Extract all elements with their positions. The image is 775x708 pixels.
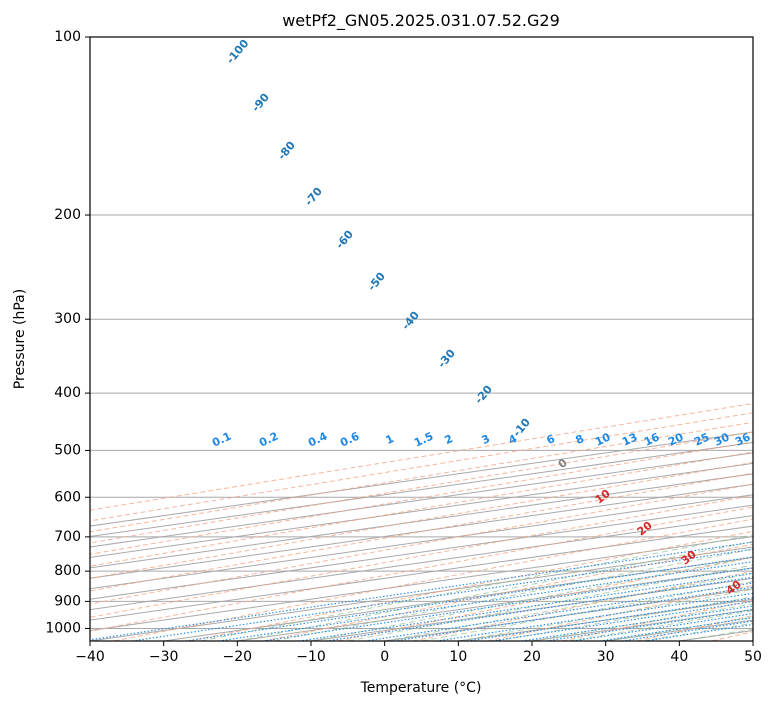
x-tick-label: −10 xyxy=(296,649,326,665)
x-tick-label: −30 xyxy=(149,649,179,665)
mixing-ratio-line xyxy=(467,597,753,641)
mixing-ratio-line xyxy=(492,600,753,641)
y-tick-label: 400 xyxy=(54,385,81,401)
background-lines xyxy=(90,37,753,641)
mixing-ratio-label: 36 xyxy=(733,430,753,448)
mixing-ratio-label: 20 xyxy=(666,430,686,448)
moist-adiabat-line xyxy=(200,534,753,641)
isotherm-line xyxy=(90,494,753,590)
y-tick-label: 500 xyxy=(54,442,81,458)
mixing-ratio-label: 25 xyxy=(692,430,711,448)
x-tick-label: 30 xyxy=(597,649,615,665)
isotherm-line xyxy=(90,504,753,600)
x-tick-label: 40 xyxy=(670,649,688,665)
y-tick-label: 200 xyxy=(54,207,81,223)
x-tick-label: 0 xyxy=(380,649,389,665)
x-tick-label: 50 xyxy=(744,649,762,665)
axis-ticks: −40 −30 −20 −10 0 10 20 30 40 50 100 200 300 400 500 60… xyxy=(45,29,762,665)
plot-frame xyxy=(89,36,754,642)
y-tick-label: 700 xyxy=(54,529,81,545)
y-tick-label: 800 xyxy=(54,563,81,579)
isotherm-line xyxy=(90,525,753,621)
y-tick-label: 900 xyxy=(54,593,81,609)
y-tick-label: 600 xyxy=(54,489,81,505)
moist-adiabat-line xyxy=(458,588,753,641)
y-tick-label: 100 xyxy=(54,29,81,45)
x-tick-label: 10 xyxy=(449,649,467,665)
x-tick-label: −20 xyxy=(223,649,253,665)
mixing-ratio-label: 10 xyxy=(593,430,613,448)
y-axis-label: Pressure (hPa) xyxy=(12,289,28,389)
y-tick-label: 1000 xyxy=(45,620,81,636)
isotherm-line xyxy=(90,515,753,611)
y-tick-label: 300 xyxy=(54,311,81,327)
mixing-ratio-line xyxy=(522,605,753,641)
moist-adiabat-line xyxy=(384,572,753,641)
mixing-ratio-line xyxy=(262,567,753,641)
isotherm-line xyxy=(90,473,753,569)
mixing-ratio-label: 13 xyxy=(620,430,639,448)
x-tick-label: −40 xyxy=(75,649,105,665)
moist-adiabat-line xyxy=(237,541,753,641)
mixing-ratio-line xyxy=(218,561,753,641)
x-tick-label: 20 xyxy=(523,649,541,665)
chart-title: wetPf2_GN05.2025.031.07.52.G29 xyxy=(282,11,560,31)
mixing-ratio-label: 30 xyxy=(712,430,732,448)
isotherm-line xyxy=(90,452,753,548)
mixing-ratio-line xyxy=(299,572,753,641)
moist-adiabat-line xyxy=(274,548,753,641)
mixing-ratio-label: 16 xyxy=(642,430,662,448)
isotherm-line xyxy=(90,483,753,579)
x-axis-label: Temperature (°C) xyxy=(360,680,482,696)
isotherm-line xyxy=(90,462,753,558)
